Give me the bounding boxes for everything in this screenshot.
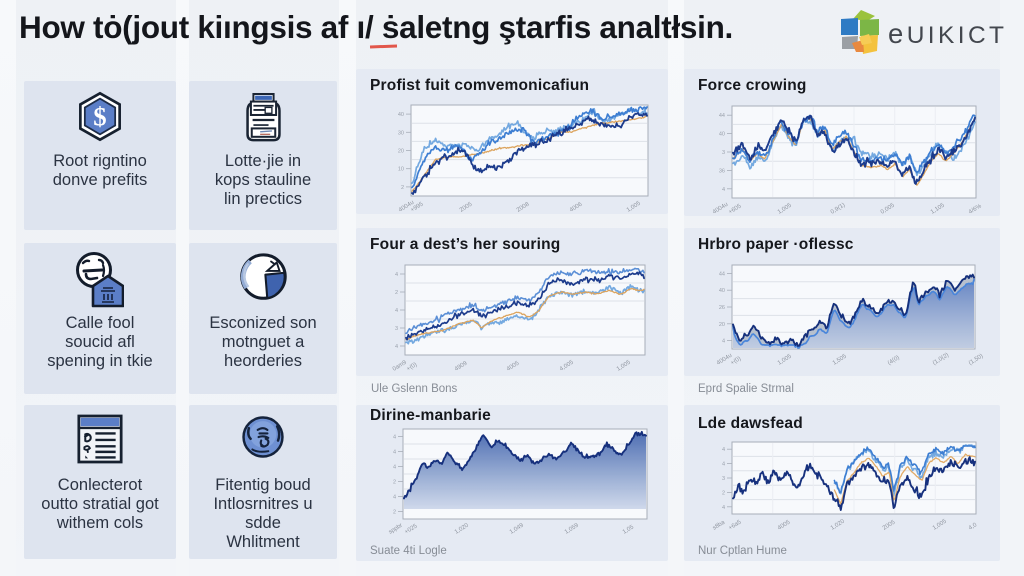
svg-text:+(0): +(0) xyxy=(730,356,742,367)
svg-text:4005: 4005 xyxy=(506,360,521,373)
svg-text:1,020: 1,020 xyxy=(830,518,846,531)
svg-text:4909: 4909 xyxy=(454,360,469,373)
svg-text:2005: 2005 xyxy=(882,519,897,532)
svg-text:4: 4 xyxy=(395,272,398,278)
svg-text:2: 2 xyxy=(395,290,398,296)
svg-text:1,105: 1,105 xyxy=(930,202,946,215)
svg-text:2: 2 xyxy=(722,490,725,496)
svg-text:2: 2 xyxy=(393,480,396,486)
svg-text:+(0): +(0) xyxy=(406,362,418,373)
svg-text:30: 30 xyxy=(398,130,404,136)
svg-text:4: 4 xyxy=(393,495,396,501)
svg-text:0,9(1): 0,9(1) xyxy=(830,202,846,215)
svg-text:4,0: 4,0 xyxy=(968,522,979,532)
svg-text:1,505: 1,505 xyxy=(832,353,848,366)
svg-text:4: 4 xyxy=(393,435,396,441)
svg-text:0am9: 0am9 xyxy=(392,359,408,372)
svg-text:1,049: 1,049 xyxy=(509,522,525,535)
svg-text:4: 4 xyxy=(722,505,725,511)
svg-text:10: 10 xyxy=(398,167,404,173)
svg-text:4: 4 xyxy=(722,447,725,453)
svg-text:+6a5: +6a5 xyxy=(728,519,743,532)
svg-text:s8ba: s8ba xyxy=(712,519,727,531)
svg-text:2008: 2008 xyxy=(516,201,531,214)
svg-text:+025: +025 xyxy=(404,523,419,536)
svg-text:3: 3 xyxy=(722,476,725,482)
svg-text:4: 4 xyxy=(722,187,725,193)
svg-text:2: 2 xyxy=(393,510,396,516)
svg-text:4005: 4005 xyxy=(777,519,792,532)
svg-text:+605: +605 xyxy=(728,203,743,216)
svg-text:36: 36 xyxy=(719,168,725,174)
svg-text:4: 4 xyxy=(722,462,725,468)
svg-text:4,005: 4,005 xyxy=(559,359,575,372)
svg-text:4: 4 xyxy=(722,339,725,345)
svg-text:40: 40 xyxy=(719,132,725,138)
svg-text:4: 4 xyxy=(393,450,396,456)
svg-text:(1,0(2): (1,0(2) xyxy=(932,352,950,366)
svg-text:sppbr: sppbr xyxy=(388,523,404,536)
svg-text:(1,50): (1,50) xyxy=(968,353,984,366)
svg-text:4004u: 4004u xyxy=(712,202,729,216)
svg-text:4/6%: 4/6% xyxy=(968,203,983,216)
svg-text:44: 44 xyxy=(719,113,725,119)
svg-text:1,005: 1,005 xyxy=(626,200,642,213)
svg-text:1,05: 1,05 xyxy=(622,524,636,536)
svg-text:$: $ xyxy=(93,101,106,131)
svg-text:1,005: 1,005 xyxy=(616,359,632,372)
svg-text:4: 4 xyxy=(395,308,398,314)
svg-text:1,020: 1,020 xyxy=(454,522,470,535)
svg-text:44: 44 xyxy=(719,271,725,277)
svg-text:(4(0): (4(0) xyxy=(887,355,901,367)
svg-text:2005: 2005 xyxy=(459,201,474,214)
svg-text:3: 3 xyxy=(395,326,398,332)
svg-text:2: 2 xyxy=(401,185,404,191)
svg-text:4: 4 xyxy=(393,465,396,471)
svg-text:3: 3 xyxy=(722,150,725,156)
svg-text:1,005: 1,005 xyxy=(932,518,948,531)
svg-text:4006: 4006 xyxy=(569,201,584,214)
svg-text:1,005: 1,005 xyxy=(777,353,793,366)
svg-text:4: 4 xyxy=(395,344,398,350)
svg-text:1,005: 1,005 xyxy=(777,202,793,215)
svg-text:40: 40 xyxy=(398,112,404,118)
svg-text:20: 20 xyxy=(398,149,404,155)
svg-text:20: 20 xyxy=(719,322,725,328)
svg-text:26: 26 xyxy=(719,305,725,311)
svg-text:40: 40 xyxy=(719,288,725,294)
svg-text:0,005: 0,005 xyxy=(880,202,896,215)
svg-text:1,059: 1,059 xyxy=(564,522,580,535)
